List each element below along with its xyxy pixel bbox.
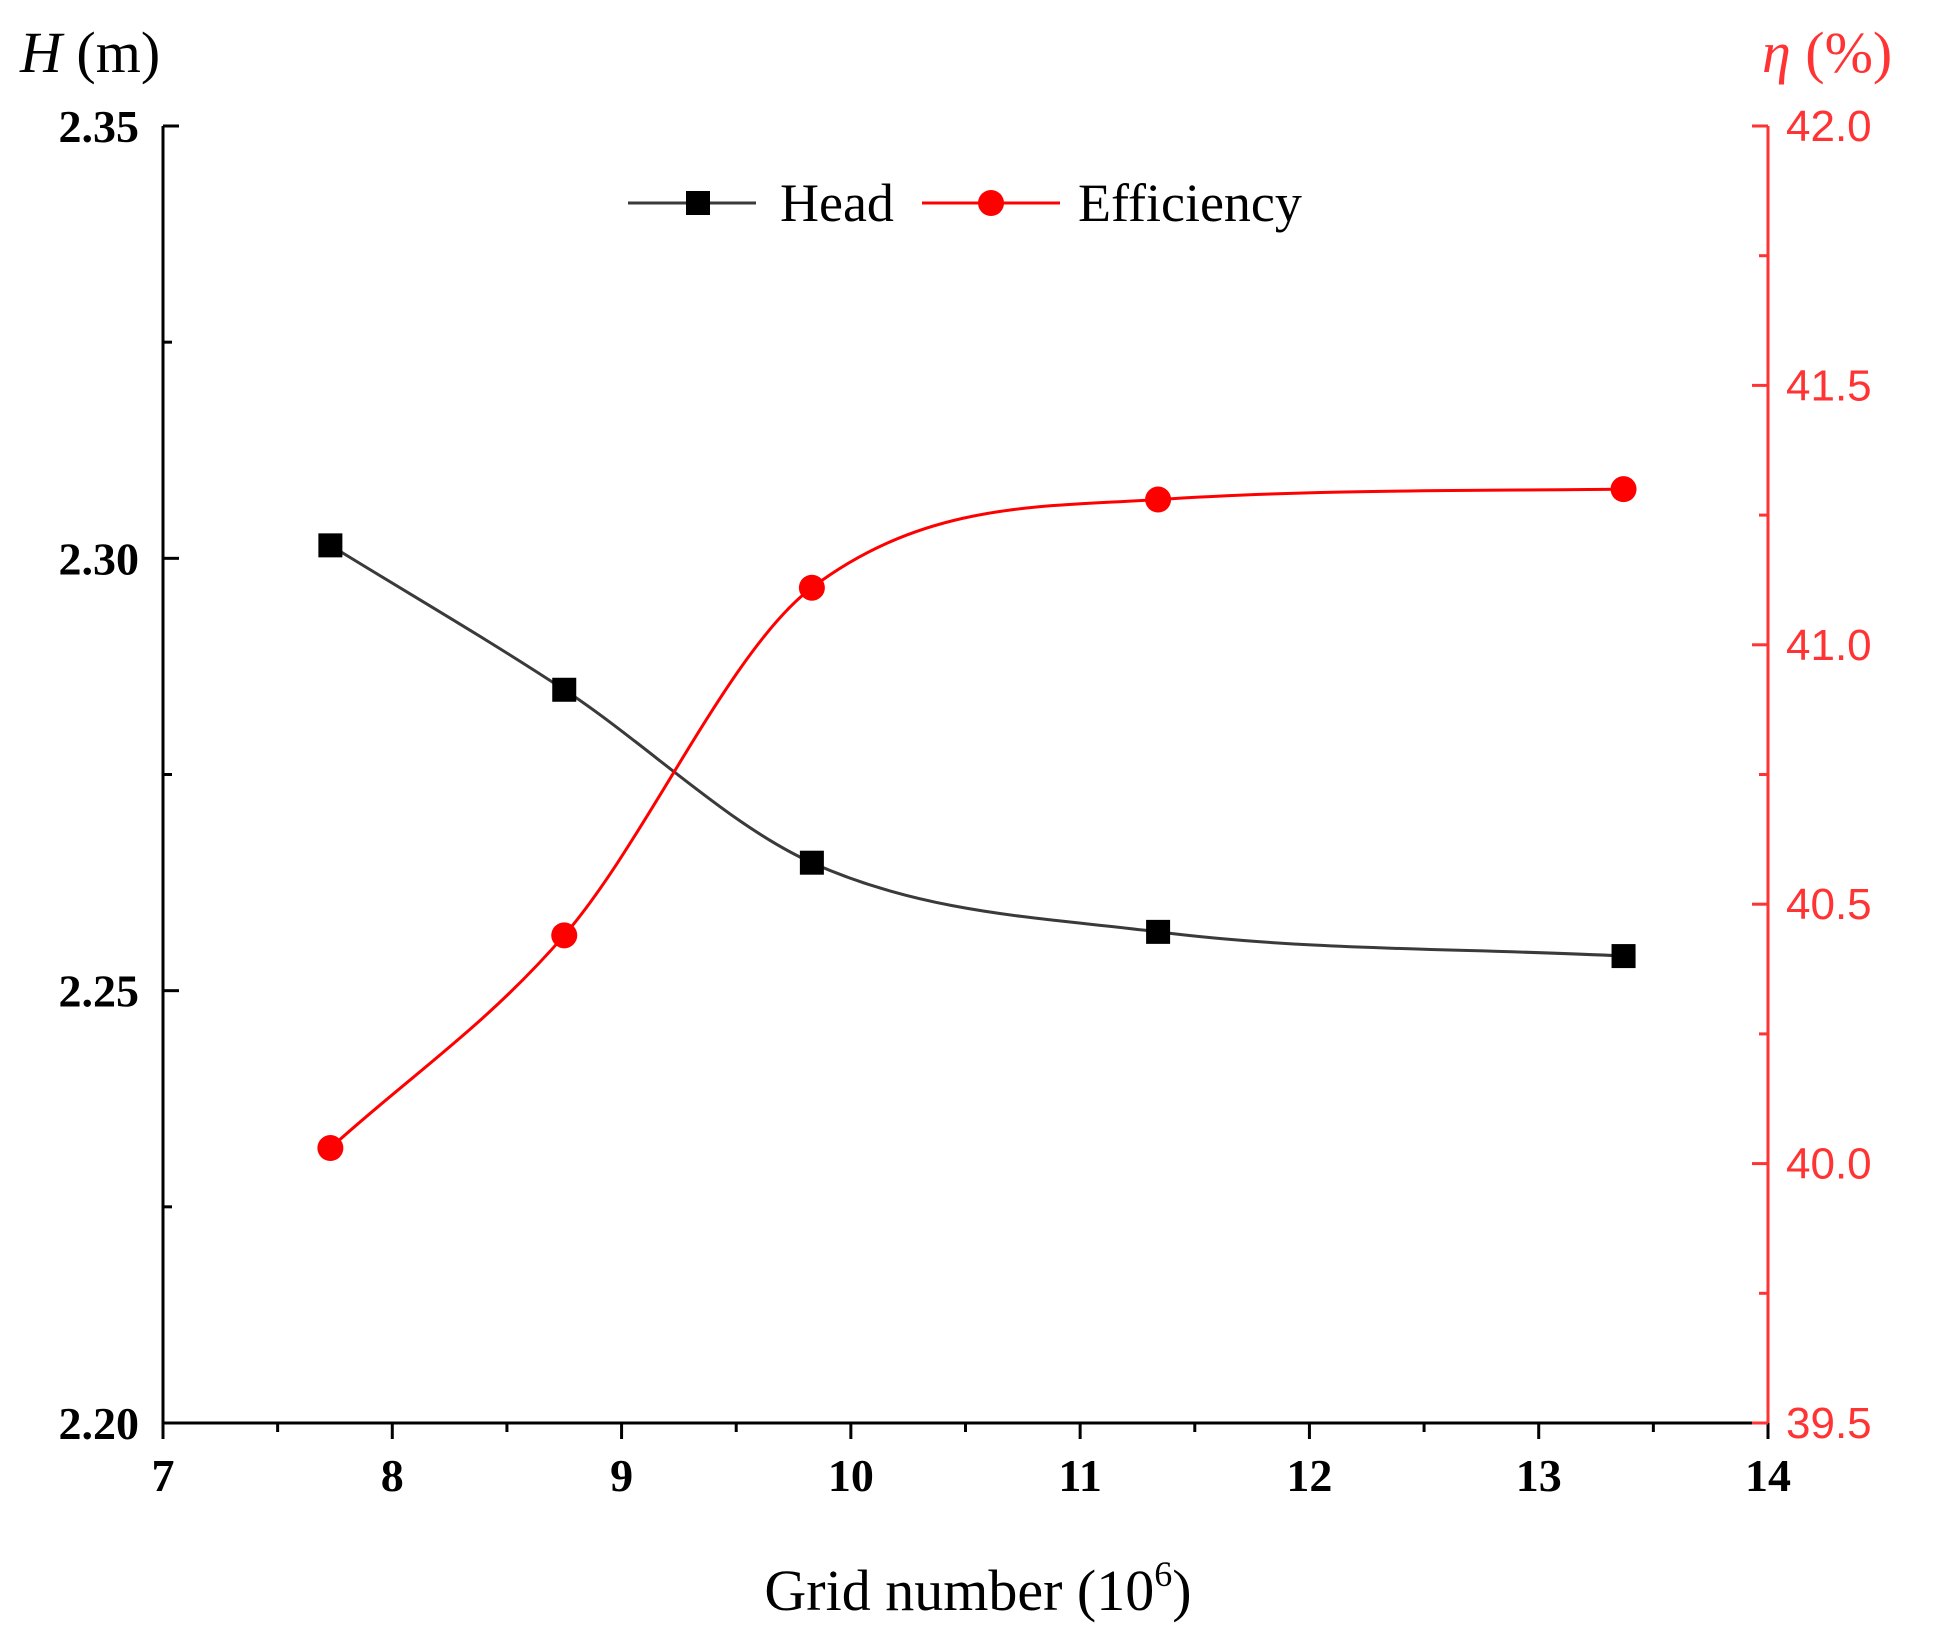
efficiency-point <box>1145 486 1172 513</box>
head-point <box>799 850 824 875</box>
y-right-tick-label: 39.5 <box>1786 1399 1872 1448</box>
x-tick-label: 8 <box>381 1450 404 1501</box>
y-left-axis-title: H (m) <box>19 20 160 85</box>
x-tick-label: 10 <box>828 1450 874 1501</box>
y-right-tick-label: 41.0 <box>1786 621 1872 670</box>
x-tick-label: 13 <box>1516 1450 1562 1501</box>
legend-head-label: Head <box>780 173 894 233</box>
head-point <box>1146 919 1171 944</box>
y-right-unit: (%) <box>1791 20 1892 85</box>
y-right-variable: η <box>1762 20 1791 85</box>
head-point <box>1611 944 1636 969</box>
x-tick-label: 12 <box>1286 1450 1332 1501</box>
efficiency-point <box>1610 476 1637 503</box>
x-axis-title-text: Grid number (10 <box>764 1558 1154 1623</box>
axis-titles: H (m) η (%) Grid number (106) <box>19 20 1892 1623</box>
head-point <box>552 677 577 702</box>
y-right-tick-label: 42.0 <box>1786 102 1872 151</box>
y-right-tick-label: 40.0 <box>1786 1140 1872 1189</box>
y-left-tick-label: 2.25 <box>59 966 140 1017</box>
legend: Head Efficiency <box>628 173 1302 233</box>
y-left-tick-label: 2.20 <box>59 1398 140 1449</box>
x-tick-label: 11 <box>1058 1450 1101 1501</box>
y-right-tick-label: 41.5 <box>1786 361 1872 410</box>
efficiency-point <box>551 922 578 949</box>
y-left-unit: (m) <box>62 20 160 85</box>
legend-head-marker <box>686 191 710 215</box>
head-point <box>318 533 343 558</box>
legend-efficiency-marker <box>978 190 1004 216</box>
head-series-line <box>329 544 1624 958</box>
y-left-tick-label: 2.30 <box>59 533 140 584</box>
y-left-tick-label: 2.35 <box>59 101 140 152</box>
efficiency-series-line <box>329 487 1624 1150</box>
y-right-axis-title: η (%) <box>1762 20 1892 85</box>
x-axis-title: Grid number (106) <box>764 1554 1191 1623</box>
axes-layer: 7 8 9 10 11 12 13 14 2.20 2.25 2.30 2.35 39.5 40.0 40.… <box>59 101 1872 1501</box>
x-axis-title-close: ) <box>1172 1558 1191 1623</box>
x-axis-title-exponent: 6 <box>1154 1554 1172 1594</box>
efficiency-point <box>798 574 825 601</box>
y-right-tick-label: 40.5 <box>1786 880 1872 929</box>
x-tick-label: 7 <box>152 1450 175 1501</box>
y-left-variable: H <box>19 20 65 85</box>
legend-efficiency-label: Efficiency <box>1078 173 1302 233</box>
efficiency-point <box>317 1135 344 1162</box>
x-tick-label: 14 <box>1745 1450 1791 1501</box>
x-tick-label: 9 <box>610 1450 633 1501</box>
series-layer <box>317 476 1637 1162</box>
